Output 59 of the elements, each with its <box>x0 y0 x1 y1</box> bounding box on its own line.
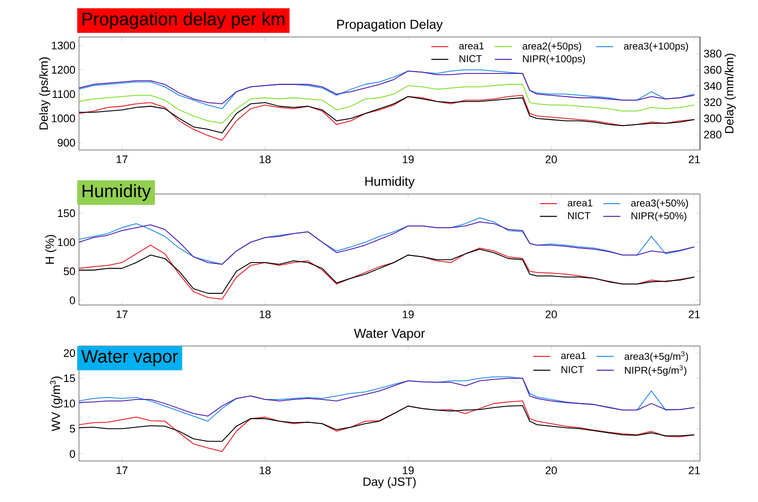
x-tick-label: 17 <box>116 156 128 164</box>
y-tick-label: 15 <box>64 374 76 382</box>
x-tick-label: 21 <box>688 156 700 164</box>
legend-label: NIPR(+50%) <box>632 212 686 222</box>
x-tick-label: 21 <box>688 310 700 318</box>
x-tick-label: 19 <box>402 156 414 164</box>
x-tick-label: 21 <box>688 466 700 474</box>
y-tick-label: 1200 <box>52 66 76 74</box>
x-tick-label: 18 <box>260 310 271 318</box>
y-tick-label: 900 <box>58 138 76 147</box>
x-tick-label: 17 <box>116 466 128 474</box>
y-axis-title: Delay (ps/km) <box>39 57 50 130</box>
x-tick-label: 20 <box>546 466 557 474</box>
legend-label: area3(+50%) <box>631 199 688 209</box>
chart-title: Propagation Delay <box>337 19 443 32</box>
chart-title: Humidity <box>365 176 415 188</box>
legend-label: NIPR(+100ps) <box>523 55 585 64</box>
legend-label: area3(+5g/m$^{3}$) <box>624 351 688 362</box>
y-tick-label: 0 <box>70 296 76 304</box>
y-tick-label: 1300 <box>52 42 76 50</box>
y-tick-label: 50 <box>64 267 76 276</box>
chart-title: Water Vapor <box>354 328 425 340</box>
y2-tick-label: 280 <box>704 130 722 138</box>
y-tick-label: 5 <box>70 424 76 433</box>
x-tick-label: 17 <box>116 310 128 318</box>
y-tick-label: 0 <box>70 450 76 458</box>
y-tick-label: 1000 <box>52 114 76 122</box>
y2-tick-label: 340 <box>704 82 722 90</box>
x-tick-label: 18 <box>260 466 271 474</box>
legend-label: NICT <box>568 212 590 220</box>
annotation: Humidity <box>82 184 151 201</box>
x-tick-label: 20 <box>546 156 557 164</box>
y-axis-title: WV (g/m$^{3}$) <box>50 376 62 432</box>
legend-label: area2(+50ps) <box>522 42 582 52</box>
x-tick-label: 18 <box>260 156 271 164</box>
y2-axis-title: Delay (mm/km) <box>724 54 736 134</box>
x-tick-label: 19 <box>402 310 414 318</box>
x-tick-label: 19 <box>402 466 414 474</box>
y-axis-title: H (%) <box>45 234 56 264</box>
y-tick-label: 150 <box>58 209 76 218</box>
y-tick-label: 1100 <box>52 90 76 98</box>
y-tick-label: 100 <box>58 238 76 246</box>
legend-label: NICT <box>460 55 482 62</box>
annotation: Water vapor <box>81 350 178 366</box>
y-tick-label: 20 <box>64 349 76 357</box>
text: Propagation delay per km <box>82 12 284 29</box>
x-tick-label: 20 <box>546 310 557 318</box>
legend-label: area1 <box>459 42 484 50</box>
legend-label: NIPR(+5g/m$^{3}$) <box>624 365 686 376</box>
y2-tick-label: 360 <box>704 66 722 74</box>
y-tick-label: 10 <box>64 400 76 408</box>
legend-label: area1 <box>568 199 592 206</box>
y2-tick-label: 320 <box>704 98 722 106</box>
legend-label: area3(+100ps) <box>624 42 688 52</box>
x-axis-title: Day (JST) <box>364 477 416 488</box>
legend-label: area1 <box>561 352 586 360</box>
legend-label: NICT <box>562 366 584 374</box>
y2-tick-label: 380 <box>704 50 722 58</box>
y2-tick-label: 300 <box>704 114 722 122</box>
